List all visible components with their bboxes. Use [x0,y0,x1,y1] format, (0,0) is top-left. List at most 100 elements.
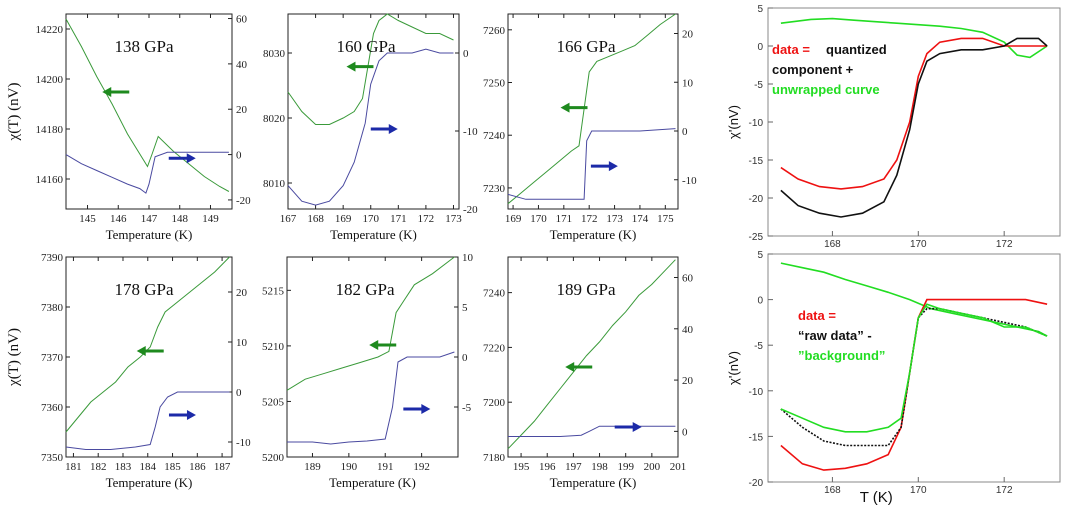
chart-panel [767,253,1061,483]
axis-arrow-head [608,161,618,172]
x-tick-label: 169 [335,213,352,225]
x-tick-label: 169 [505,213,522,225]
x-tick-label: 200 [644,461,661,473]
x-tick-label: 196 [539,461,556,473]
y-tick-label-left: 7260 [483,25,506,37]
x-tick-label: 170 [362,213,379,225]
series-line-right-axis [287,48,454,206]
y-tick-label-right: 40 [682,324,694,336]
x-tick-label: 185 [164,461,181,473]
plot-frame [767,253,1061,483]
x-tick-label: 197 [565,461,582,473]
legend-text: component + [772,62,854,77]
y-tick-label-right: 0 [463,48,469,60]
x-tick-label: 184 [140,461,157,473]
x-tick-label: 182 [90,461,107,473]
x-tick-label: 171 [556,213,573,225]
x-axis-label: Temperature (K) [106,475,193,490]
y-tick-label-left: 7350 [41,452,64,464]
x-tick-label: 181 [65,461,82,473]
axis-arrow-head [388,124,398,135]
x-tick-label: 186 [189,461,206,473]
y-tick-label-left: 8020 [263,113,286,125]
x-tick-label: 149 [202,213,219,225]
y-tick-label-right: 0 [682,126,688,138]
y-tick-label-right: 60 [682,273,694,285]
chart-panel [287,13,460,210]
y-tick-label-right: 20 [236,287,248,299]
series-line-susceptibility [65,256,230,433]
y-tick-label-left: 7390 [41,252,64,264]
x-tick-label: 191 [377,461,394,473]
x-tick-label: 170 [910,239,927,250]
axis-arrow-head [560,102,570,113]
chart-panel [507,13,679,210]
x-tick-label: 172 [996,239,1013,250]
y-tick-label: 5 [757,4,763,15]
x-tick-label: 146 [110,213,127,225]
legend-text: data = [772,42,810,57]
series-line-susceptibility [287,13,454,125]
y-tick-label-left: 7220 [483,342,506,354]
axis-arrow-head [346,61,356,72]
x-tick-label: 145 [79,213,96,225]
y-tick-label-right: -20 [236,195,251,207]
x-tick-label: 148 [171,213,188,225]
axis-arrow-head [632,422,642,432]
x-axis-label: T (K) [860,489,893,506]
y-tick-label: 5 [757,250,763,261]
series-line-right-axis [508,425,676,437]
pressure-label: 138 GPa [114,37,173,56]
x-axis-label: Temperature (K) [330,227,417,242]
plot-frame [507,13,679,210]
y-tick-label-right: -20 [463,204,478,216]
x-tick-label: 170 [530,213,547,225]
series-line-right-axis [287,351,455,445]
series-line-susceptibility [507,13,676,205]
legend-text: “raw data” - [798,328,872,343]
pressure-label: 166 GPa [556,37,615,56]
y-tick-label: -25 [749,232,764,243]
y-tick-label: -10 [749,118,764,129]
y-tick-label: -5 [754,80,763,91]
y-tick-label-left: 7240 [483,288,506,300]
y-tick-label-right: 0 [236,150,242,162]
y-axis-label: χ'(nV) [726,351,741,385]
y-tick-label-right: -10 [236,437,251,449]
y-tick-label: -15 [749,156,764,167]
x-tick-label: 147 [141,213,158,225]
y-tick-label-right: 0 [462,352,468,364]
x-tick-label: 168 [824,239,841,250]
plot-frame [287,13,460,210]
x-tick-label: 187 [214,461,231,473]
chart-panel [507,256,679,458]
legend-text: unwrapped curve [772,82,880,97]
series-line-black [780,307,1048,447]
y-tick-label-right: 10 [682,77,694,89]
y-tick-label-left: 5210 [262,341,285,353]
axis-arrow-head [136,346,146,356]
x-tick-label: 172 [581,213,598,225]
y-tick-label-right: 10 [236,337,248,349]
chart-panel [286,256,459,458]
pressure-label: 189 GPa [556,280,615,299]
x-tick-label: 173 [445,213,462,225]
y-tick-label-right: 0 [682,426,688,438]
y-tick-label-left: 7230 [483,183,506,195]
y-tick-label-right: -5 [462,402,472,414]
chart-panel [65,13,233,210]
axis-arrow-head [186,153,196,164]
x-tick-label: 190 [341,461,358,473]
series-line-black [780,37,1048,218]
y-tick-label-right: 60 [236,14,248,26]
series-line-susceptibility [286,256,455,391]
y-tick-label-left: 7370 [41,352,64,364]
series-line-susceptibility [507,259,676,450]
x-axis-label: Temperature (K) [329,475,416,490]
y-tick-label-left: 14160 [36,174,64,186]
x-tick-label: 183 [115,461,132,473]
x-tick-label: 189 [304,461,321,473]
y-tick-label-left: 7200 [483,397,506,409]
x-tick-label: 168 [824,485,841,496]
